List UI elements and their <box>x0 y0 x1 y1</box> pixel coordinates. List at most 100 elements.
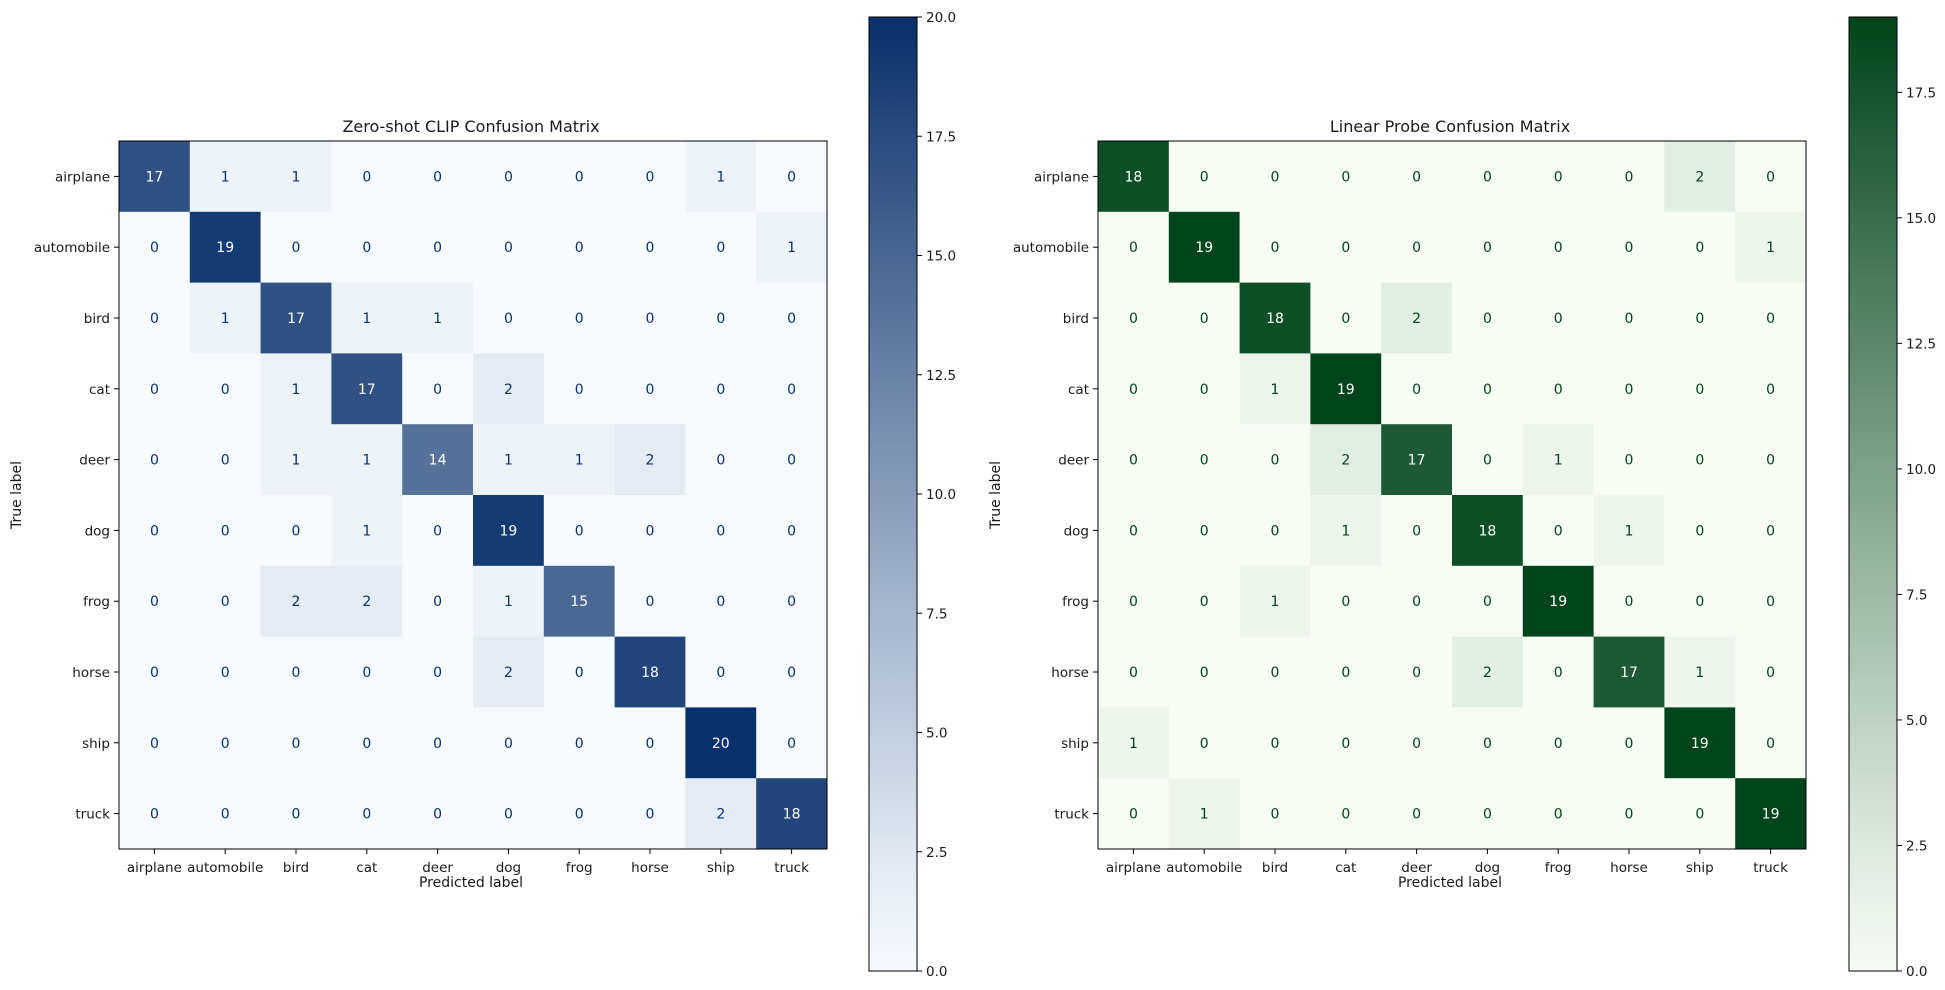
heatmap-cell <box>614 424 686 496</box>
cell-value-label: 0 <box>433 807 442 823</box>
cell-value-label: 0 <box>787 523 796 539</box>
heatmap-cell <box>473 282 545 354</box>
y-tick-label: frog <box>83 594 110 610</box>
heatmap-cell <box>1735 707 1807 779</box>
cell-value-label: 0 <box>221 736 230 752</box>
cell-value-label: 19 <box>1762 807 1780 823</box>
cell-value-label: 1 <box>716 169 725 185</box>
cell-value-label: 17 <box>145 169 163 185</box>
heatmap-cell <box>685 495 757 567</box>
cell-value-label: 0 <box>1766 311 1775 327</box>
y-tick-label: truck <box>1054 807 1089 823</box>
colorbar-tick-label: 20.0 <box>926 10 956 26</box>
cell-value-label: 0 <box>646 594 655 610</box>
heatmap-cell <box>260 424 332 496</box>
cell-value-label: 0 <box>1341 807 1350 823</box>
heatmap-cell <box>543 353 616 425</box>
heatmap-cell <box>1522 282 1595 354</box>
heatmap-cell <box>1098 353 1170 425</box>
heatmap-cell <box>1310 565 1382 638</box>
cell-value-label: 0 <box>1625 311 1634 327</box>
cell-value-label: 0 <box>1695 382 1704 398</box>
cell-value-label: 0 <box>1412 665 1421 681</box>
heatmap-cell <box>1735 636 1807 708</box>
heatmap-cell <box>1664 565 1736 638</box>
heatmap-cell <box>1664 424 1736 496</box>
heatmap-cell <box>756 424 828 496</box>
cell-value-label: 1 <box>1200 807 1209 823</box>
cell-value-label: 18 <box>1478 523 1496 539</box>
heatmap-cell <box>331 282 403 354</box>
heatmap-cells <box>119 141 828 850</box>
y-tick-label: deer <box>79 453 110 469</box>
y-tick-label: horse <box>1051 665 1089 681</box>
cell-value-label: 0 <box>787 169 796 185</box>
heatmap-cell <box>1593 211 1665 284</box>
cell-value-label: 0 <box>362 665 371 681</box>
heatmap-cell <box>402 353 474 425</box>
heatmap-cell <box>1381 565 1453 638</box>
y-tick-label: frog <box>1062 594 1089 610</box>
y-tick-label: dog <box>1064 523 1089 539</box>
heatmap-cell <box>614 495 686 567</box>
heatmap-cell <box>1452 424 1524 496</box>
cell-value-label: 0 <box>1200 594 1209 610</box>
heatmap-cell <box>1593 495 1665 567</box>
x-tick-label: truck <box>774 860 809 876</box>
cell-value-label: 0 <box>646 311 655 327</box>
colorbar: 0.0 2.5 5.0 7.5 10.0 12.5 15.0 17.5 20.0 <box>868 10 956 980</box>
cell-value-label: 0 <box>1483 594 1492 610</box>
heatmap-cell <box>1239 636 1311 708</box>
heatmap-cell <box>473 495 545 567</box>
y-tick-label: truck <box>75 807 110 823</box>
cell-value-label: 1 <box>362 453 371 469</box>
cell-value-label: 0 <box>575 240 584 256</box>
cell-value-label: 0 <box>1129 382 1138 398</box>
heatmap-cell <box>756 211 828 284</box>
cell-value-label: 18 <box>1266 311 1284 327</box>
x-tick-label: automobile <box>187 860 263 876</box>
cell-value-label: 0 <box>1200 382 1209 398</box>
heatmap-cell <box>331 565 403 638</box>
cell-value-label: 0 <box>221 594 230 610</box>
cell-value-label: 19 <box>499 523 517 539</box>
cell-value-label: 0 <box>362 169 371 185</box>
heatmap-cell <box>1381 636 1453 708</box>
cell-value-label: 0 <box>1625 169 1634 185</box>
heatmap-cell <box>402 778 474 850</box>
heatmap-cell <box>1735 565 1807 638</box>
heatmap-cell <box>756 565 828 638</box>
y-tick-label: ship <box>82 736 110 752</box>
heatmap-cell <box>1098 707 1170 779</box>
cell-value-label: 0 <box>1766 453 1775 469</box>
cell-value-label: 17 <box>287 311 305 327</box>
cell-value-label: 14 <box>429 453 447 469</box>
heatmap-cell <box>1381 424 1453 496</box>
heatmap-cell <box>473 211 545 284</box>
cell-value-label: 0 <box>292 807 301 823</box>
x-tick-label: bird <box>283 860 309 876</box>
heatmap-cell-labels: 18 0 0 0 0 0 0 0 2 0 0 19 0 0 0 0 0 0 0 1 0 0 18 0 2 0 0 0 0 0 0 0 1 19 0 0… <box>1124 169 1779 822</box>
cell-value-label: 0 <box>504 807 513 823</box>
plot-frame <box>118 140 828 850</box>
heatmap-cell <box>1452 707 1524 779</box>
cell-value-label: 0 <box>716 665 725 681</box>
heatmap-cell <box>1664 353 1736 425</box>
x-tick-label: deer <box>1401 860 1432 876</box>
cell-value-label: 1 <box>1341 523 1350 539</box>
plot-frame <box>1097 140 1807 850</box>
heatmap-cell <box>1735 282 1807 354</box>
cell-value-label: 0 <box>1483 382 1492 398</box>
cell-value-label: 0 <box>787 594 796 610</box>
heatmap-cell <box>614 778 686 850</box>
heatmap-cell <box>1239 353 1311 425</box>
y-tick-label: bird <box>1063 311 1089 327</box>
cell-value-label: 0 <box>1766 594 1775 610</box>
cell-value-label: 2 <box>646 453 655 469</box>
heatmap-cell <box>260 565 332 638</box>
chart-title: Zero-shot CLIP Confusion Matrix <box>342 117 599 136</box>
heatmap-cell <box>614 353 686 425</box>
heatmap-cell <box>260 707 332 779</box>
cell-value-label: 0 <box>1271 736 1280 752</box>
cell-value-label: 0 <box>1271 169 1280 185</box>
